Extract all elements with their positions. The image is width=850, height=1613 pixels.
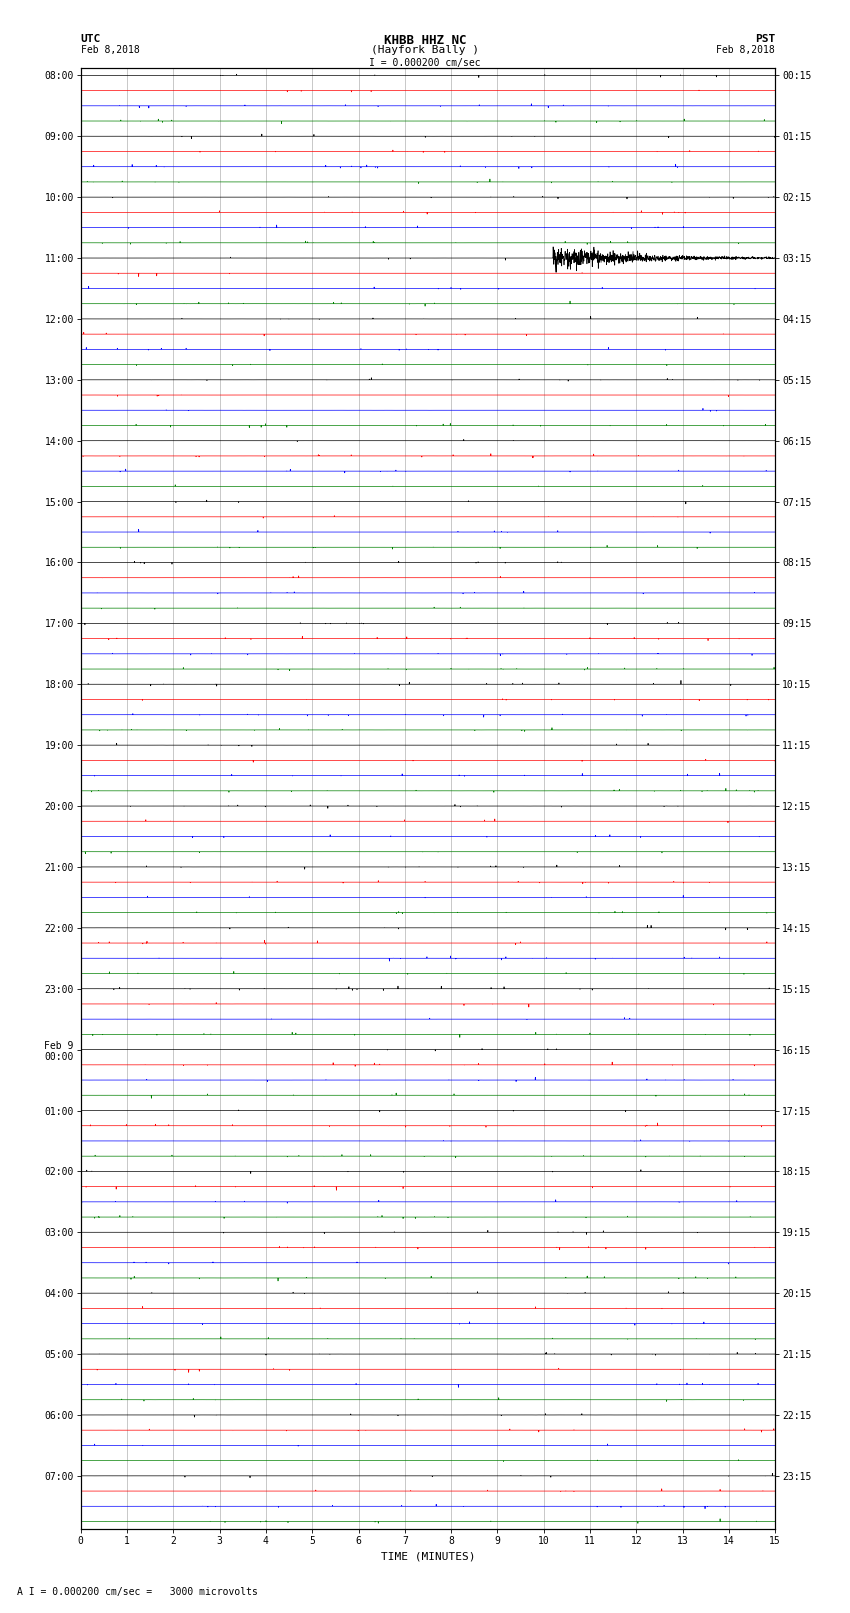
Text: (Hayfork Bally ): (Hayfork Bally ) xyxy=(371,45,479,55)
Text: PST: PST xyxy=(755,34,775,44)
Text: KHBB HHZ NC: KHBB HHZ NC xyxy=(383,34,467,47)
Text: I = 0.000200 cm/sec: I = 0.000200 cm/sec xyxy=(369,58,481,68)
Text: A I = 0.000200 cm/sec =   3000 microvolts: A I = 0.000200 cm/sec = 3000 microvolts xyxy=(17,1587,258,1597)
Text: Feb 8,2018: Feb 8,2018 xyxy=(717,45,775,55)
Text: Feb 8,2018: Feb 8,2018 xyxy=(81,45,139,55)
X-axis label: TIME (MINUTES): TIME (MINUTES) xyxy=(381,1552,475,1561)
Text: UTC: UTC xyxy=(81,34,101,44)
